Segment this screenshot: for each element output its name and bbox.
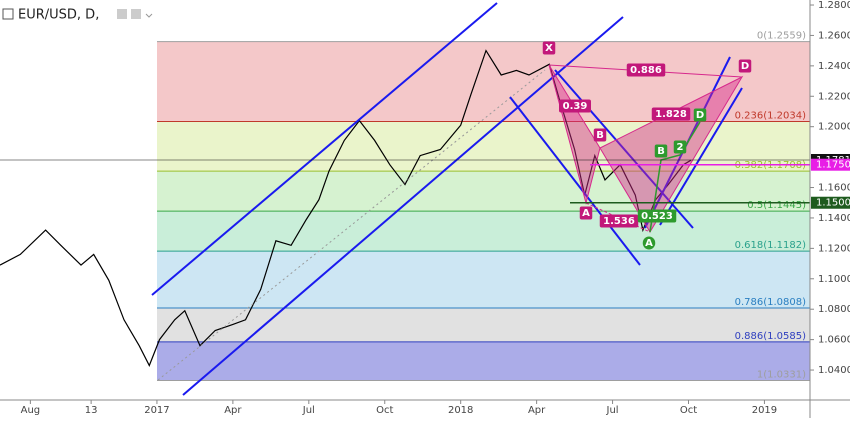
fib-level-label: 0.236(1.2034): [735, 111, 807, 122]
pattern-label-box: [559, 99, 591, 113]
fib-band: [157, 251, 810, 308]
y-tick-label: 1.1200: [818, 243, 850, 254]
pattern-label-box: [579, 206, 593, 220]
pattern-label: B: [657, 146, 665, 157]
abcd-line: [649, 121, 701, 233]
pattern-label-box: [738, 59, 752, 73]
fib-level-label: 0.5(1.1445): [747, 200, 806, 211]
pattern-label-box: [642, 236, 656, 250]
x-tick-label: Apr: [224, 405, 242, 416]
background-layer: [0, 41, 810, 382]
fib-band: [157, 41, 810, 122]
fib-band: [157, 307, 810, 342]
x-tick-label: Oct: [680, 405, 697, 416]
price-tag: [811, 158, 850, 171]
pattern-label: 2: [677, 142, 684, 153]
y-tick-label: 1.2600: [818, 30, 850, 41]
y-tick-label: 1.2800: [818, 0, 850, 11]
settings-icon[interactable]: [117, 9, 127, 19]
y-tick-label: 1.1600: [818, 183, 850, 194]
y-tick-label: 1.1000: [818, 274, 850, 285]
pattern-label: A: [645, 238, 653, 249]
price-tag-label: 1.1500: [816, 198, 850, 209]
x-tick-label: Apr: [528, 405, 546, 416]
x-tick-label: Oct: [376, 405, 393, 416]
y-tick-label: 1.2200: [818, 91, 850, 102]
fib-level-label: 0.886(1.0585): [735, 331, 807, 342]
fib-band: [157, 121, 810, 172]
settings-icon[interactable]: [131, 9, 141, 19]
pattern-label-box: [626, 63, 666, 77]
fib-level-label: 1(1.0331): [757, 370, 806, 381]
pattern-label: 1.536: [603, 216, 635, 227]
pattern-label-box: [673, 140, 687, 154]
fib-band: [157, 171, 810, 212]
pattern-label-box: [693, 108, 707, 122]
y-tick-label: 1.2400: [818, 61, 850, 72]
price-tag: [811, 196, 850, 209]
pattern-label-box: [637, 209, 677, 223]
channel-line: [182, 16, 624, 396]
channel-line: [509, 96, 641, 266]
y-tick-label: 1.0600: [818, 335, 850, 346]
pattern-label-box: [599, 214, 639, 228]
pattern-label: B: [596, 130, 604, 141]
x-tick-label: Jul: [302, 405, 315, 416]
x-tick-label: 2018: [448, 405, 473, 416]
x-tick-label: Jul: [606, 405, 619, 416]
pattern-label-box: [542, 41, 556, 55]
y-tick-label: 1.0800: [818, 304, 850, 315]
pattern-label-box: [654, 144, 668, 158]
fib-level-label: 0.618(1.1182): [735, 240, 807, 251]
x-tick-label: Aug: [21, 405, 41, 416]
price-tag-label: 1.1750: [816, 160, 850, 171]
pattern-label: A: [582, 208, 590, 219]
y-tick-label: 1.2000: [818, 122, 850, 133]
dropdown-icon[interactable]: [145, 13, 153, 18]
drawings: [151, 2, 744, 396]
x-tick-label: 2017: [144, 405, 169, 416]
pattern-label: D: [696, 110, 704, 121]
fib-level-label: 0.382(1.1708): [735, 160, 807, 171]
symbol-title: EUR/USD, D,: [18, 8, 99, 23]
channel-line: [554, 69, 694, 229]
menu-icon[interactable]: [2, 8, 14, 20]
pattern-label: 1.828: [655, 109, 687, 120]
pattern-label: 0.39: [563, 101, 588, 112]
pattern-label: D: [741, 61, 749, 72]
fib-band: [157, 341, 810, 381]
fib-level-label: 0.786(1.0808): [735, 297, 807, 308]
x-tick-label: 13: [85, 405, 98, 416]
pattern-label-box: [593, 128, 607, 142]
x-tick-label: 2019: [752, 405, 777, 416]
fib-band: [157, 211, 810, 252]
channel-line: [151, 2, 498, 296]
fib-level-label: 0(1.2559): [757, 31, 806, 42]
pattern-label: X: [545, 43, 553, 54]
pattern-label: 0.886: [630, 65, 662, 76]
y-tick-label: 1.0400: [818, 365, 850, 376]
y-tick-label: 1.1400: [818, 213, 850, 224]
pattern-label: 0.523: [641, 211, 673, 222]
pattern-label-box: [651, 107, 691, 121]
